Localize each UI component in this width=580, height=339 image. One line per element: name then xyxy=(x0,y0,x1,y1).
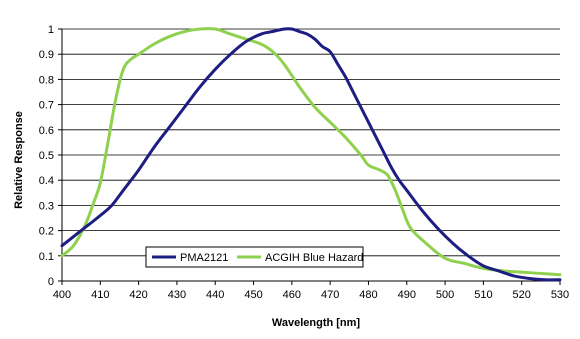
y-tick-label: 1 xyxy=(48,24,54,36)
x-tick-label: 410 xyxy=(91,289,109,301)
y-tick-label: 0.8 xyxy=(39,74,54,86)
series-lines xyxy=(60,27,562,282)
x-tick-label: 530 xyxy=(551,289,569,301)
axes xyxy=(58,28,561,285)
y-tick-label: 0.5 xyxy=(39,150,54,162)
x-tick-label: 420 xyxy=(129,289,147,301)
x-tick-label: 520 xyxy=(513,289,531,301)
series-line-acgih-blue-hazard xyxy=(60,27,562,277)
grid-lines xyxy=(62,28,560,257)
x-tick-label: 400 xyxy=(53,289,71,301)
x-tick-label: 480 xyxy=(359,289,377,301)
y-tick-label: 0.2 xyxy=(39,226,54,238)
y-tick-label: 0 xyxy=(48,276,54,288)
x-tick-label: 460 xyxy=(283,289,301,301)
y-tick-label: 0.7 xyxy=(39,100,54,112)
x-tick-label: 430 xyxy=(168,289,186,301)
x-tick-label: 490 xyxy=(398,289,416,301)
x-tick-label: 500 xyxy=(436,289,454,301)
y-axis-title: Relative Response xyxy=(13,111,25,209)
y-tick-label: 0.3 xyxy=(39,200,54,212)
x-tick-label: 440 xyxy=(206,289,224,301)
y-tick-label: 0.1 xyxy=(39,251,54,263)
x-axis-title: Wavelength [nm] xyxy=(272,317,361,329)
y-tick-label: 0.9 xyxy=(39,49,54,61)
legend-label-pma2121: PMA2121 xyxy=(180,252,228,264)
x-tick-label: 450 xyxy=(244,289,262,301)
x-tick-label: 470 xyxy=(321,289,339,301)
tick-labels: 0 0.1 0.2 0.3 0.4 0.5 0.6 0.7 0.8 0.9 1 400 410 420 43… xyxy=(39,24,569,301)
x-tick-label: 510 xyxy=(474,289,492,301)
legend-label-acgih-blue-hazard: ACGIH Blue Hazard xyxy=(265,252,363,264)
series-line-pma2121 xyxy=(60,27,562,282)
y-tick-label: 0.4 xyxy=(39,175,54,187)
y-tick-label: 0.6 xyxy=(39,125,54,137)
legend: PMA2121 ACGIH Blue Hazard xyxy=(145,246,364,268)
